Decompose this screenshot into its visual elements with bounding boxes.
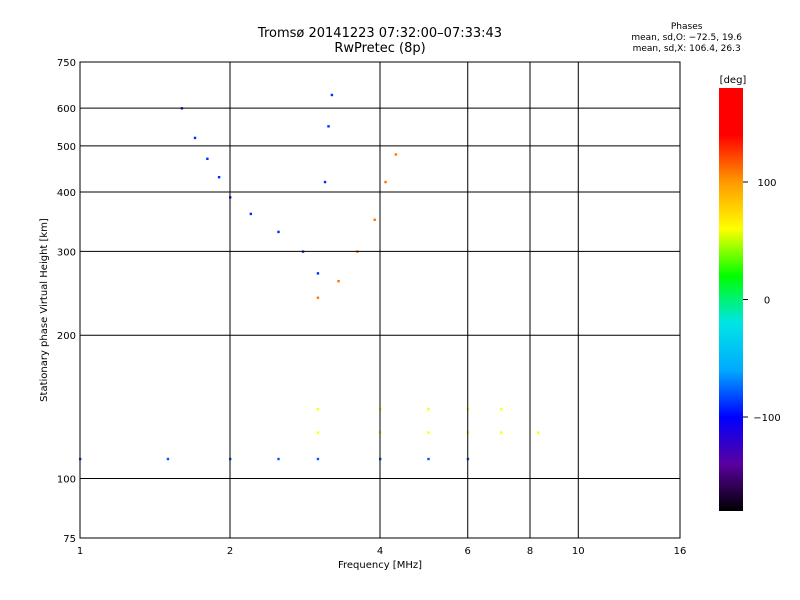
y-tick-label: 600 — [57, 104, 76, 115]
data-point — [337, 280, 340, 283]
data-point — [323, 180, 327, 184]
phase-stats-heading: Phases — [670, 22, 703, 32]
colorbar-tick-label: −100 — [753, 413, 780, 424]
x-tick-label: 8 — [527, 546, 533, 557]
y-tick-label: 200 — [57, 331, 76, 342]
data-point — [217, 175, 221, 179]
data-points — [79, 93, 540, 461]
y-axis-ticks: 75 100 200 300 400 500 600 750 — [57, 58, 76, 545]
phase-stats-o: mean, sd,O: −72.5, 19.6 — [631, 33, 742, 43]
colorbar-tick-label: 0 — [764, 296, 770, 307]
phase-stats-x: mean, sd,X: 106.4, 26.3 — [632, 44, 741, 54]
data-point — [500, 431, 503, 434]
data-point — [166, 457, 170, 461]
x-tick-label: 4 — [377, 546, 383, 557]
y-tick-label: 75 — [63, 534, 76, 545]
phase-stats: Phases mean, sd,O: −72.5, 19.6 mean, sd,… — [631, 22, 742, 55]
x-tick-label: 10 — [572, 546, 585, 557]
data-point — [206, 157, 209, 161]
data-point — [327, 125, 330, 128]
data-point — [316, 431, 320, 434]
colorbar — [719, 88, 743, 511]
grid-lines — [79, 61, 681, 539]
data-point — [316, 457, 320, 461]
data-point — [277, 230, 280, 234]
data-point — [277, 457, 280, 461]
x-tick-label: 6 — [465, 546, 471, 557]
data-point — [384, 180, 387, 184]
data-point — [427, 407, 430, 411]
x-tick-label: 1 — [77, 546, 83, 557]
data-point — [373, 218, 376, 221]
y-tick-label: 300 — [57, 247, 76, 258]
colorbar-ticks: 100 0 −100 — [743, 178, 781, 424]
y-tick-label: 100 — [57, 475, 76, 486]
data-point — [330, 93, 334, 97]
plot-frame — [79, 61, 681, 539]
colorbar-unit: [deg] — [720, 75, 747, 86]
colorbar-tick-label: 100 — [757, 178, 776, 189]
x-tick-label: 2 — [227, 546, 233, 557]
data-point — [427, 431, 430, 434]
y-tick-label: 400 — [57, 188, 76, 199]
y-tick-label: 750 — [57, 58, 76, 69]
data-point — [316, 272, 320, 275]
x-axis-label: Frequency [MHz] — [338, 560, 422, 571]
x-tick-label: 16 — [674, 546, 687, 557]
chart-subtitle: RwPretec (8p) — [334, 41, 426, 56]
y-tick-label: 500 — [57, 142, 76, 153]
data-point — [193, 136, 197, 140]
x-axis-ticks: 1 2 4 6 8 10 16 — [77, 546, 687, 557]
data-point — [427, 457, 430, 461]
data-point — [500, 407, 503, 411]
data-point — [316, 296, 320, 299]
chart-title: Tromsø 20141223 07:32:00–07:33:43 — [257, 26, 503, 41]
y-axis-label: Stationary phase Virtual Height [km] — [39, 218, 50, 402]
data-point — [316, 407, 320, 411]
data-point — [536, 431, 540, 434]
data-point — [249, 212, 253, 216]
data-point — [394, 153, 398, 156]
